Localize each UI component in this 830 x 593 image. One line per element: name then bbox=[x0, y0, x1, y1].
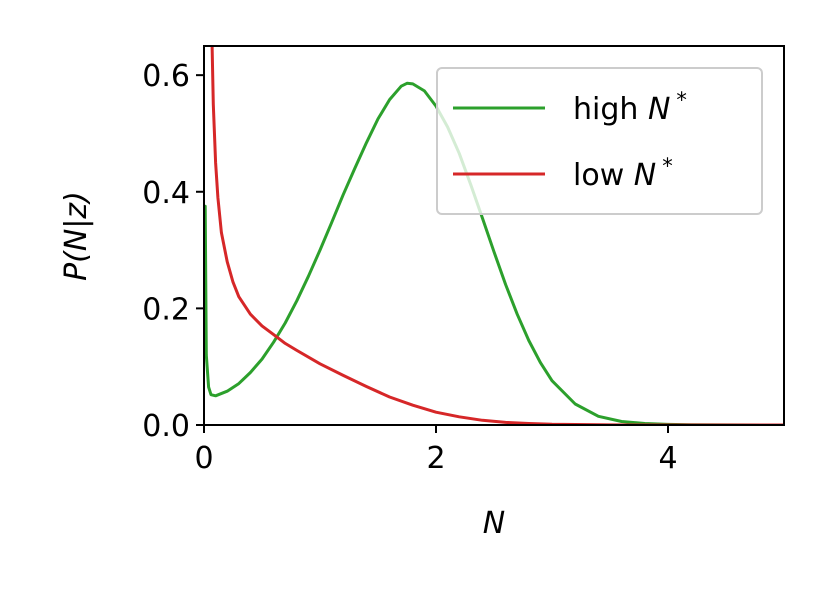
series-line-low bbox=[210, 46, 784, 425]
x-axis-ticks: 0 2 4 bbox=[194, 425, 678, 476]
x-tick-label: 4 bbox=[658, 441, 677, 476]
legend: high N * low N * bbox=[436, 67, 763, 215]
y-tick-label: 0.6 bbox=[142, 59, 190, 94]
legend-box bbox=[436, 67, 763, 215]
x-tick-label: 2 bbox=[426, 441, 445, 476]
legend-label-high: high N * bbox=[573, 88, 687, 127]
legend-label-low: low N * bbox=[573, 154, 673, 193]
y-tick-label: 0.4 bbox=[142, 176, 190, 211]
x-tick-label: 0 bbox=[194, 441, 213, 476]
plot-frame bbox=[203, 45, 785, 426]
y-axis-ticks: 0.0 0.2 0.4 0.6 bbox=[142, 59, 204, 444]
y-axis-label: P(N|z) bbox=[59, 191, 94, 281]
y-tick-label: 0.2 bbox=[142, 292, 190, 327]
series-line-high bbox=[204, 81, 784, 425]
x-axis-label: N bbox=[483, 506, 505, 541]
series-layer bbox=[204, 46, 784, 425]
y-tick-label: 0.0 bbox=[142, 409, 190, 444]
